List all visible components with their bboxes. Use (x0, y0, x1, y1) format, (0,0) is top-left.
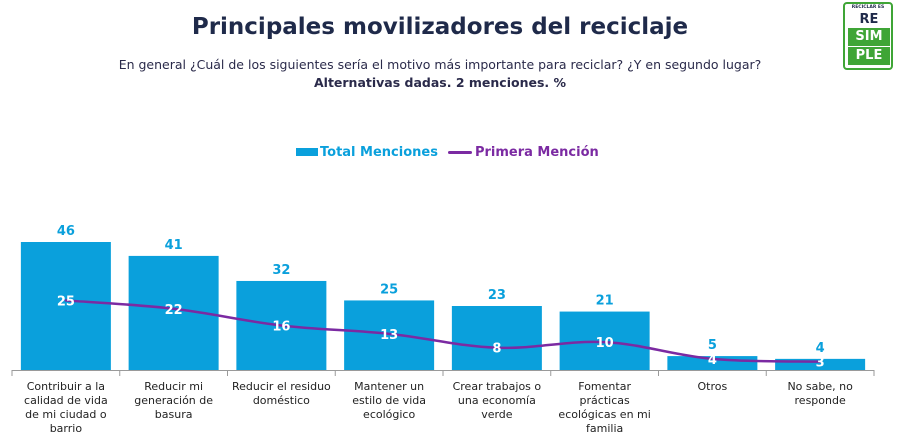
logo-line-3: PLE (848, 47, 890, 65)
logo-line-1: RE (859, 12, 879, 27)
x-tick-label: Reducir el residuo doméstico (231, 380, 331, 407)
legend-line-swatch (447, 150, 472, 154)
chart-subtitle: En general ¿Cuál de los siguientes sería… (118, 57, 762, 72)
x-tick-label: Mantener un estilo de vida ecológico (352, 380, 426, 421)
legend-label-total: Total Menciones (320, 144, 438, 160)
legend-bar-swatch (296, 148, 318, 156)
x-tick-label: Crear trabajos o una economía verde (452, 380, 542, 421)
legend-item-first: Primera Mención (447, 144, 599, 160)
line-value-label: 22 (165, 303, 183, 318)
bar-value-label: 5 (708, 338, 717, 353)
legend-label-first: Primera Mención (474, 144, 599, 160)
bar-value-label: 4 (816, 341, 825, 356)
line-value-label: 13 (380, 328, 398, 343)
legend-item-total: Total Menciones (296, 145, 438, 160)
reciclar-es-simple-logo: RECICLAR ES RE SIM PLE (843, 2, 893, 70)
line-value-label: 3 (816, 356, 825, 371)
logo-tagline: RECICLAR ES (851, 5, 885, 10)
x-tick-label: Otros (697, 380, 728, 393)
bar (344, 300, 435, 370)
bar (20, 242, 111, 370)
chart-subtitle-bold: Alternativas dadas. 2 menciones. % (313, 75, 567, 90)
line-value-label: 8 (492, 342, 501, 357)
line-value-label: 16 (272, 319, 290, 334)
primera-mencion-line (64, 299, 822, 363)
chart-title: Principales movilizadores del reciclaje (191, 14, 689, 40)
logo-line-2: SIM (848, 28, 890, 46)
bar-value-label: 32 (272, 263, 290, 278)
x-tick-label: Reducir mi generación de basura (134, 380, 214, 421)
bar-value-label: 41 (165, 238, 183, 253)
line-value-label: 4 (708, 353, 717, 368)
bar (775, 358, 866, 370)
bar (559, 311, 650, 370)
bar-value-label: 46 (57, 224, 75, 239)
chart-legend: Total Menciones Primera Mención (296, 143, 609, 161)
x-tick-label: No sabe, no responde (787, 380, 853, 407)
bar (451, 306, 542, 370)
x-tick-label: Contribuir a la calidad de vida de mi ci… (24, 380, 108, 435)
bar-value-label: 21 (596, 294, 614, 309)
line-value-label: 10 (596, 336, 614, 351)
x-tick-label: Fomentar prácticas ecológicas en mi fami… (558, 380, 651, 435)
bar-value-label: 23 (488, 288, 506, 303)
line-value-label: 25 (57, 294, 75, 309)
bar-value-label: 25 (380, 282, 398, 297)
